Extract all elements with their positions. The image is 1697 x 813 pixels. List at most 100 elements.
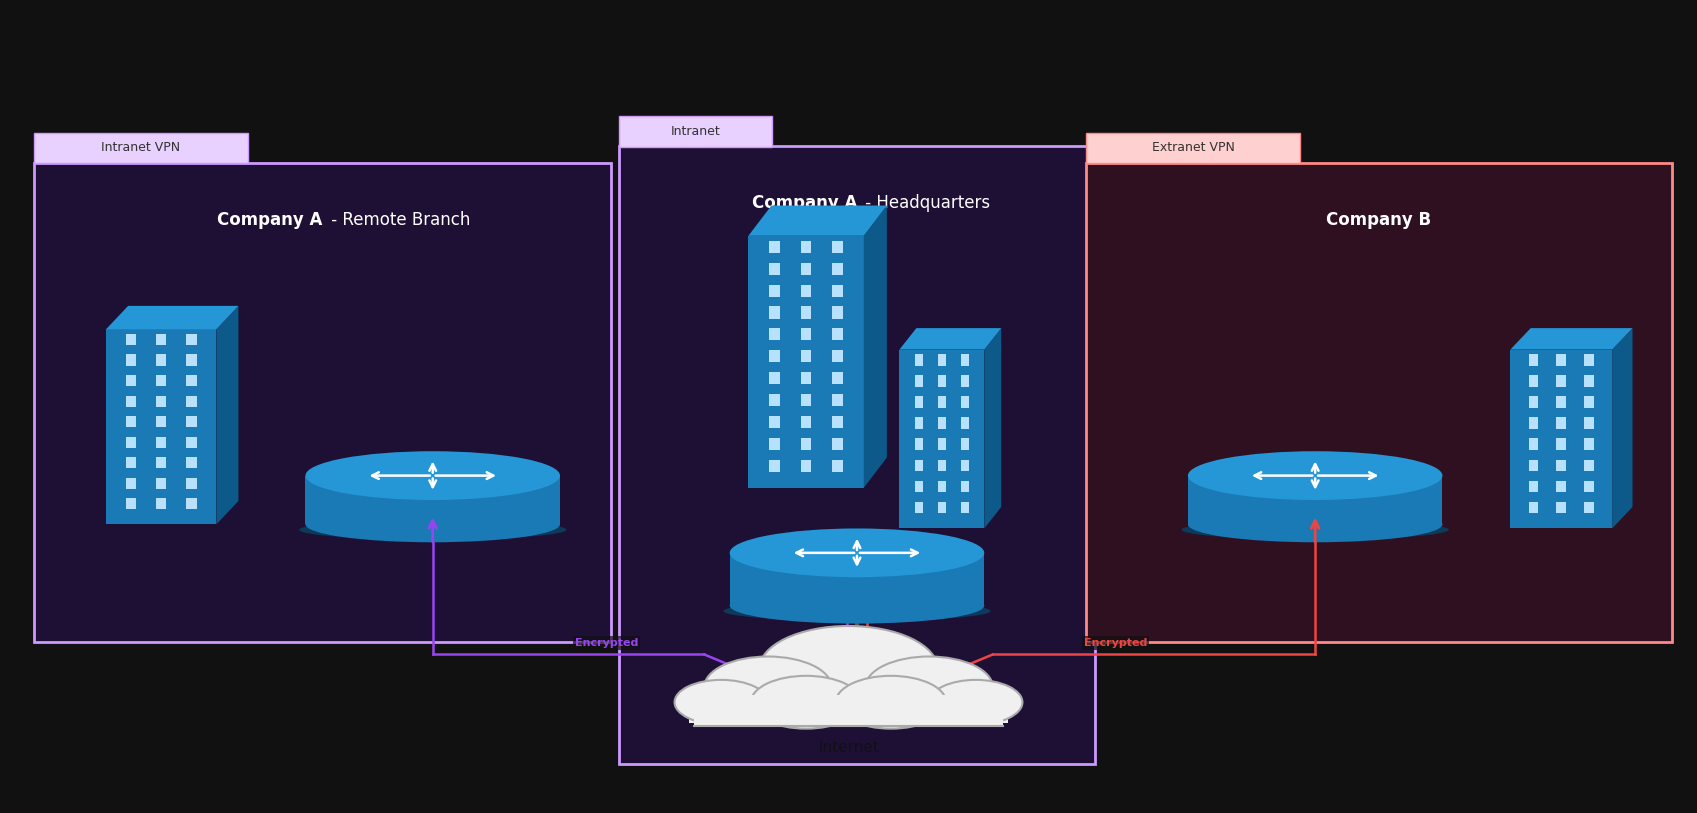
Polygon shape [305, 476, 560, 524]
Circle shape [760, 626, 937, 711]
FancyBboxPatch shape [961, 502, 969, 513]
Circle shape [835, 676, 947, 728]
FancyBboxPatch shape [915, 397, 923, 408]
Polygon shape [217, 306, 238, 524]
FancyBboxPatch shape [769, 438, 781, 450]
FancyBboxPatch shape [915, 417, 923, 429]
FancyBboxPatch shape [769, 372, 781, 385]
FancyBboxPatch shape [1585, 417, 1593, 429]
FancyBboxPatch shape [156, 354, 166, 366]
FancyBboxPatch shape [1585, 480, 1593, 492]
FancyBboxPatch shape [915, 502, 923, 513]
FancyBboxPatch shape [832, 394, 843, 406]
FancyBboxPatch shape [1585, 459, 1593, 471]
FancyBboxPatch shape [156, 498, 166, 510]
FancyBboxPatch shape [1556, 480, 1566, 492]
FancyBboxPatch shape [961, 480, 969, 492]
FancyBboxPatch shape [915, 459, 923, 471]
FancyBboxPatch shape [801, 241, 811, 253]
Text: Intranet: Intranet [670, 125, 721, 138]
FancyBboxPatch shape [769, 350, 781, 363]
FancyBboxPatch shape [1585, 438, 1593, 450]
FancyBboxPatch shape [915, 354, 923, 366]
FancyBboxPatch shape [187, 498, 197, 510]
FancyBboxPatch shape [832, 372, 843, 385]
FancyBboxPatch shape [187, 478, 197, 489]
FancyBboxPatch shape [1529, 480, 1537, 492]
FancyBboxPatch shape [1086, 163, 1672, 642]
FancyBboxPatch shape [156, 478, 166, 489]
FancyBboxPatch shape [769, 285, 781, 297]
Ellipse shape [723, 602, 991, 621]
FancyBboxPatch shape [832, 328, 843, 341]
Text: - Headquarters: - Headquarters [860, 194, 991, 212]
Circle shape [750, 676, 860, 728]
FancyBboxPatch shape [801, 394, 811, 406]
FancyBboxPatch shape [938, 438, 945, 450]
FancyBboxPatch shape [938, 354, 945, 366]
FancyBboxPatch shape [938, 376, 945, 387]
FancyBboxPatch shape [801, 285, 811, 297]
Ellipse shape [1188, 506, 1442, 542]
FancyBboxPatch shape [694, 695, 1003, 725]
FancyBboxPatch shape [126, 478, 136, 489]
FancyBboxPatch shape [156, 395, 166, 406]
FancyBboxPatch shape [769, 307, 781, 319]
FancyBboxPatch shape [34, 133, 248, 163]
FancyBboxPatch shape [801, 263, 811, 275]
FancyBboxPatch shape [961, 459, 969, 471]
FancyBboxPatch shape [1585, 397, 1593, 408]
Ellipse shape [299, 520, 567, 540]
FancyBboxPatch shape [187, 375, 197, 386]
FancyBboxPatch shape [801, 372, 811, 385]
FancyBboxPatch shape [769, 460, 781, 472]
FancyBboxPatch shape [1529, 417, 1537, 429]
Text: Company A: Company A [217, 211, 322, 228]
Circle shape [675, 680, 767, 724]
FancyBboxPatch shape [801, 416, 811, 428]
Polygon shape [864, 206, 888, 488]
FancyBboxPatch shape [619, 146, 1095, 764]
Polygon shape [1510, 328, 1633, 350]
FancyBboxPatch shape [915, 438, 923, 450]
FancyBboxPatch shape [961, 376, 969, 387]
FancyBboxPatch shape [801, 350, 811, 363]
FancyBboxPatch shape [156, 375, 166, 386]
Polygon shape [1188, 476, 1442, 524]
Polygon shape [899, 328, 1001, 350]
Text: Company A: Company A [752, 194, 857, 212]
FancyBboxPatch shape [832, 438, 843, 450]
FancyBboxPatch shape [126, 375, 136, 386]
FancyBboxPatch shape [156, 437, 166, 448]
FancyBboxPatch shape [961, 354, 969, 366]
FancyBboxPatch shape [187, 354, 197, 366]
FancyBboxPatch shape [1585, 354, 1593, 366]
FancyBboxPatch shape [801, 328, 811, 341]
Polygon shape [748, 206, 888, 236]
FancyBboxPatch shape [1556, 459, 1566, 471]
FancyBboxPatch shape [126, 334, 136, 346]
FancyBboxPatch shape [769, 263, 781, 275]
FancyBboxPatch shape [769, 241, 781, 253]
FancyBboxPatch shape [126, 354, 136, 366]
FancyBboxPatch shape [961, 417, 969, 429]
Ellipse shape [305, 451, 560, 500]
Polygon shape [1612, 328, 1633, 528]
Text: Company B: Company B [1327, 211, 1431, 228]
FancyBboxPatch shape [126, 437, 136, 448]
FancyBboxPatch shape [769, 416, 781, 428]
Text: Encrypted: Encrypted [575, 638, 638, 648]
Ellipse shape [1181, 520, 1449, 540]
FancyBboxPatch shape [832, 460, 843, 472]
FancyBboxPatch shape [961, 438, 969, 450]
FancyBboxPatch shape [1529, 354, 1537, 366]
Text: Extranet VPN: Extranet VPN [1152, 141, 1234, 154]
FancyBboxPatch shape [915, 376, 923, 387]
FancyBboxPatch shape [126, 498, 136, 510]
Polygon shape [748, 236, 864, 488]
Ellipse shape [305, 506, 560, 542]
Circle shape [865, 657, 993, 718]
Polygon shape [105, 306, 238, 329]
FancyBboxPatch shape [832, 241, 843, 253]
Ellipse shape [1188, 451, 1442, 500]
